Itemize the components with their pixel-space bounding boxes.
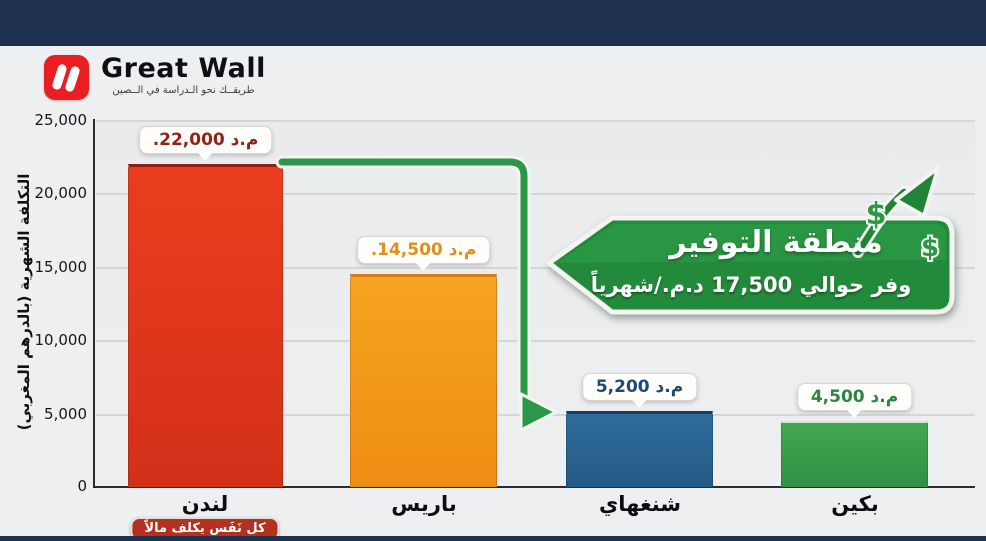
x-label-shanghai: شنغهاي <box>598 492 682 516</box>
gridline <box>96 120 975 122</box>
y-tick-label: 20,000 <box>34 184 88 202</box>
value-label-paris: .14,500 د.م <box>370 240 477 260</box>
gridline <box>96 193 975 195</box>
bar-column-beijing: 4,500 د.م <box>781 120 928 487</box>
value-bubble-london: .22,000 د.م <box>138 126 273 154</box>
bar-column-paris: .14,500 د.م <box>350 120 497 487</box>
y-axis-title: التكلفة الشهرية (بالدرهم المغربي) <box>15 173 33 431</box>
value-bubble-shanghai: 5,200 د.م <box>581 373 698 401</box>
bar-shanghai <box>566 411 713 487</box>
brand-logo-group: Great Wall طريقــك نحو الـدراسة في الــص… <box>44 53 266 100</box>
bar-column-shanghai: 5,200 د.م <box>566 120 713 487</box>
y-tick-label: 0 <box>77 477 87 495</box>
value-bubble-paris: .14,500 د.م <box>356 236 491 264</box>
x-label-beijing: بكين <box>831 492 879 516</box>
brand-name: Great Wall <box>101 53 266 84</box>
gridline <box>96 340 975 342</box>
value-label-london: .22,000 د.م <box>152 130 259 150</box>
bar-london <box>128 164 283 487</box>
great-wall-logo-icon <box>44 55 89 100</box>
x-label-london: لندن <box>181 492 229 516</box>
savings-banner-title: منطقة التوفير <box>669 225 883 260</box>
x-axis-line <box>93 486 975 488</box>
savings-banner-subtitle: وفر حوالي 17,500 د.م./شهرياً <box>590 273 912 297</box>
y-tick-label: 15,000 <box>34 258 88 276</box>
value-label-beijing: 4,500 د.م <box>810 387 899 407</box>
bar-beijing <box>781 421 928 487</box>
brand-tagline: طريقــك نحو الـدراسة في الــصين <box>112 85 255 97</box>
brand-text-block: Great Wall طريقــك نحو الـدراسة في الــص… <box>101 53 266 97</box>
y-tick-label: 25,000 <box>34 111 88 129</box>
bottom-navy-strip <box>0 536 986 541</box>
y-axis-line <box>93 119 95 488</box>
y-tick-label: 10,000 <box>34 331 88 349</box>
bar-paris <box>350 274 497 487</box>
value-label-shanghai: 5,200 د.م <box>595 377 684 397</box>
value-bubble-beijing: 4,500 د.م <box>796 383 913 411</box>
bar-column-london: .22,000 د.م <box>128 120 283 487</box>
y-tick-label: 5,000 <box>44 405 87 423</box>
top-navy-bar <box>0 0 986 46</box>
gridline <box>96 267 975 269</box>
x-label-paris: باريس <box>391 492 457 516</box>
